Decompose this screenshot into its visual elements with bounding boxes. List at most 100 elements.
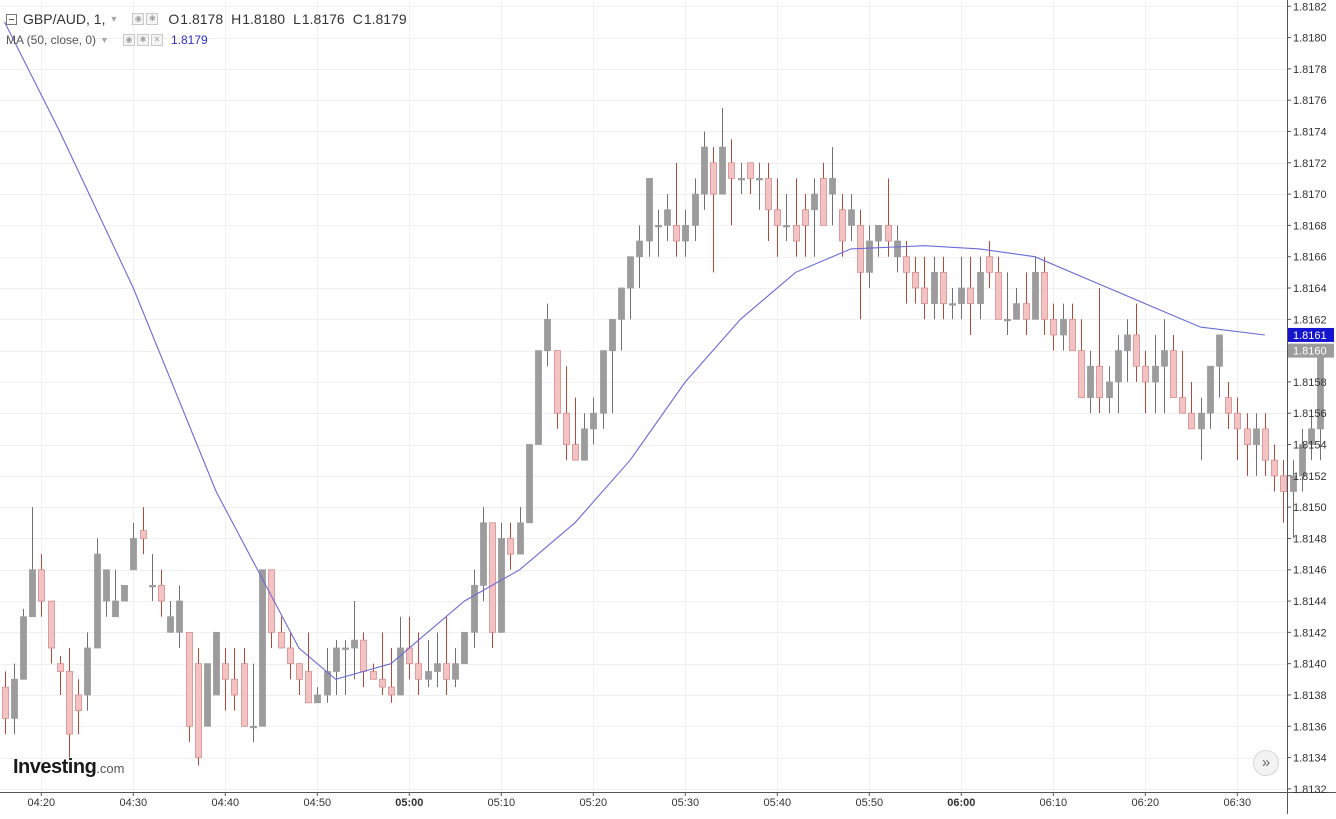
candle-up	[636, 225, 643, 288]
candle-down	[857, 209, 864, 320]
candle-body	[471, 584, 478, 633]
time-tick-label: 05:30	[672, 797, 700, 809]
candle-body	[682, 224, 689, 242]
candle-body	[1253, 428, 1260, 445]
candle-up	[20, 608, 27, 680]
price-tick-label: 1.8176	[1293, 95, 1327, 107]
time-tick-label: 04:40	[212, 797, 240, 809]
candle-body	[425, 671, 432, 680]
candle-body	[1234, 412, 1241, 430]
candle-down	[967, 256, 974, 335]
chevron-down-icon[interactable]: ▼	[109, 14, 119, 24]
candle-body	[783, 224, 790, 228]
candle-body	[29, 569, 36, 618]
price-tick-label: 1.8162	[1293, 314, 1327, 326]
candle-body	[673, 224, 680, 242]
candle-up	[958, 256, 965, 320]
candle-down	[186, 631, 193, 742]
candle-up	[931, 256, 938, 320]
time-tick-label: 04:20	[28, 797, 56, 809]
candle-down	[885, 178, 892, 257]
candle-body	[1106, 381, 1113, 398]
candle-body	[1032, 271, 1039, 320]
candle-up	[351, 601, 358, 680]
candle-body	[839, 209, 846, 242]
candle-up	[646, 178, 653, 257]
price-tick-label: 1.8180	[1293, 33, 1327, 45]
price-tick-label: 1.8134	[1293, 753, 1327, 765]
candle-up	[1106, 366, 1113, 414]
candle-up	[535, 350, 542, 445]
candle-up	[1207, 365, 1214, 429]
price-tick-label: 1.8158	[1293, 377, 1327, 389]
scroll-to-realtime-button[interactable]: »	[1253, 750, 1279, 776]
candle-body	[554, 350, 561, 414]
candle-body	[526, 444, 533, 524]
candle-body	[765, 178, 772, 211]
candle-down	[673, 162, 680, 257]
candle-down	[1234, 397, 1241, 461]
candle-body	[885, 224, 892, 242]
close-icon[interactable]: ✕	[150, 34, 163, 46]
candle-body	[1004, 318, 1011, 322]
candle-up	[682, 209, 689, 257]
candle-body	[995, 271, 1002, 320]
low-value: 1.8176	[301, 11, 345, 27]
candle-down	[38, 554, 45, 617]
candle-up	[1004, 272, 1011, 335]
close-label: C	[352, 11, 363, 27]
last-price-badge-bg	[1288, 343, 1334, 358]
time-tick-label: 04:30	[120, 797, 148, 809]
candle-down	[1170, 334, 1177, 398]
candle-down	[222, 648, 229, 711]
candle-up	[949, 288, 956, 320]
candle-body	[600, 350, 607, 414]
candle-down	[1179, 350, 1186, 414]
ma-label: MA (50, close, 0)	[6, 33, 97, 47]
candle-down	[66, 648, 73, 758]
candle-body	[241, 663, 248, 727]
eye-icon[interactable]: ◉	[132, 13, 145, 25]
candle-up	[324, 648, 331, 703]
candle-body	[618, 287, 625, 320]
candle-body	[820, 178, 827, 226]
candle-body	[186, 631, 193, 727]
candle-body	[958, 287, 965, 305]
candle-body	[1198, 412, 1205, 430]
high-value: 1.8180	[242, 11, 286, 27]
price-tick-label: 1.8144	[1293, 596, 1327, 608]
candle-up	[756, 162, 763, 210]
eye-icon[interactable]: ◉	[122, 34, 135, 46]
candle-body	[1096, 365, 1103, 398]
candle-down	[1069, 303, 1076, 352]
investing-logo[interactable]: Investing.com	[13, 756, 124, 779]
candle-up	[783, 194, 790, 242]
chevron-down-icon[interactable]: ▼	[100, 35, 109, 45]
candle-body	[646, 178, 653, 242]
candle-up	[112, 569, 119, 618]
candle-body	[1161, 350, 1168, 367]
time-tick-label: 05:00	[395, 797, 423, 809]
collapse-legend-icon[interactable]	[6, 13, 17, 25]
candle-body	[1170, 350, 1177, 398]
candle-body	[415, 663, 422, 680]
time-tick-label: 05:20	[580, 797, 608, 809]
candle-down	[1280, 460, 1287, 523]
candle-body	[774, 209, 781, 226]
candle-body	[1244, 428, 1251, 445]
candle-up	[526, 444, 533, 524]
candle-down	[305, 632, 312, 704]
candle-body	[351, 639, 358, 649]
candle-body	[397, 647, 404, 696]
price-tick-label: 1.8140	[1293, 659, 1327, 671]
candle-body	[2, 686, 9, 719]
gear-icon[interactable]: ✱	[146, 13, 159, 25]
candle-body	[949, 303, 956, 306]
candle-body	[167, 616, 174, 633]
candle-up	[498, 522, 505, 633]
candle-up	[1198, 397, 1205, 461]
gear-icon[interactable]: ✱	[136, 34, 149, 46]
candle-down	[1244, 413, 1251, 476]
